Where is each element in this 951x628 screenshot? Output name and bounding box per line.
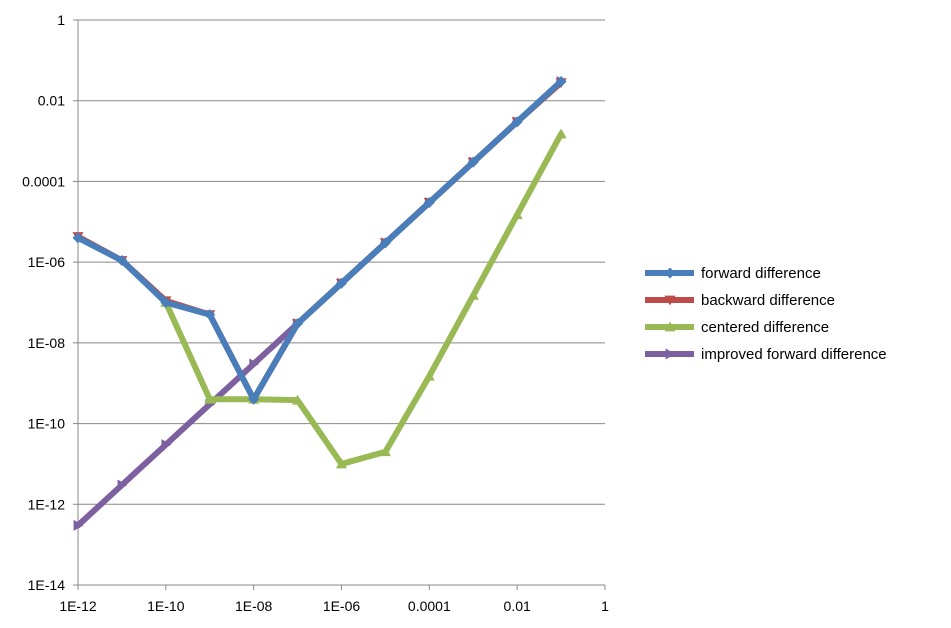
series-backward-difference bbox=[72, 78, 567, 405]
x-tick-label: 1E-10 bbox=[147, 598, 185, 614]
series-centered-difference bbox=[160, 128, 567, 469]
series-line bbox=[75, 79, 565, 403]
legend-marker bbox=[665, 348, 676, 360]
x-tick-label: 0.01 bbox=[504, 598, 531, 614]
x-tick-label: 0.0001 bbox=[408, 598, 451, 614]
y-tick-label: 1E-14 bbox=[28, 577, 66, 593]
gridlines bbox=[78, 19, 605, 505]
series-forward-difference bbox=[72, 75, 567, 405]
data-point bbox=[248, 393, 260, 405]
data-point bbox=[204, 393, 216, 404]
data-point bbox=[160, 297, 172, 308]
data-point bbox=[292, 394, 304, 405]
data-point bbox=[73, 519, 84, 531]
x-tick-label: 1E-12 bbox=[59, 598, 97, 614]
x-tick-label: 1E-08 bbox=[235, 598, 273, 614]
legend-label: centered difference bbox=[701, 319, 829, 336]
data-point bbox=[511, 209, 523, 220]
data-point bbox=[467, 289, 479, 300]
legend-label: backward difference bbox=[701, 292, 835, 309]
legend-item: centered difference bbox=[645, 319, 829, 336]
data-point bbox=[161, 439, 172, 451]
data-point bbox=[379, 446, 391, 457]
y-tick-label: 0.01 bbox=[38, 93, 65, 109]
data-point bbox=[204, 309, 216, 321]
data-point bbox=[72, 232, 84, 244]
x-tick-label: 1 bbox=[601, 598, 609, 614]
plot-area bbox=[72, 75, 567, 531]
data-point bbox=[423, 370, 435, 381]
tick-labels: 1E-14 1E-12 1E-10 1E-08 1E-06 0.0001 0.01 1 1E-1… bbox=[22, 12, 609, 614]
legend-item: forward difference bbox=[645, 265, 821, 282]
data-point bbox=[555, 75, 567, 87]
legend-item: backward difference bbox=[645, 292, 835, 309]
data-point bbox=[117, 479, 128, 491]
data-point bbox=[116, 254, 128, 266]
series-line bbox=[162, 130, 565, 467]
data-point bbox=[336, 277, 347, 289]
data-point bbox=[511, 116, 523, 128]
y-tick-label: 1E-08 bbox=[28, 335, 66, 351]
series-line bbox=[75, 78, 565, 403]
axes bbox=[73, 19, 606, 590]
data-point bbox=[249, 358, 260, 370]
legend-marker bbox=[664, 321, 676, 332]
legend: forward difference backward difference cen… bbox=[645, 265, 887, 363]
legend-label: forward difference bbox=[701, 265, 821, 282]
legend-marker bbox=[664, 295, 676, 306]
y-tick-label: 1E-12 bbox=[28, 496, 66, 512]
data-point bbox=[336, 458, 347, 469]
x-tick-label: 1E-06 bbox=[323, 598, 361, 614]
data-point bbox=[555, 128, 567, 139]
data-point bbox=[292, 318, 304, 330]
legend-label: improved forward difference bbox=[701, 346, 887, 363]
y-tick-label: 1E-06 bbox=[28, 254, 66, 270]
y-tick-label: 1 bbox=[57, 12, 65, 28]
data-point bbox=[423, 197, 435, 209]
data-point bbox=[467, 156, 479, 168]
y-tick-label: 0.0001 bbox=[22, 173, 65, 189]
legend-item: improved forward difference bbox=[645, 346, 887, 363]
legend-marker bbox=[664, 267, 676, 279]
data-point bbox=[379, 237, 391, 249]
y-tick-label: 1E-10 bbox=[28, 416, 66, 432]
